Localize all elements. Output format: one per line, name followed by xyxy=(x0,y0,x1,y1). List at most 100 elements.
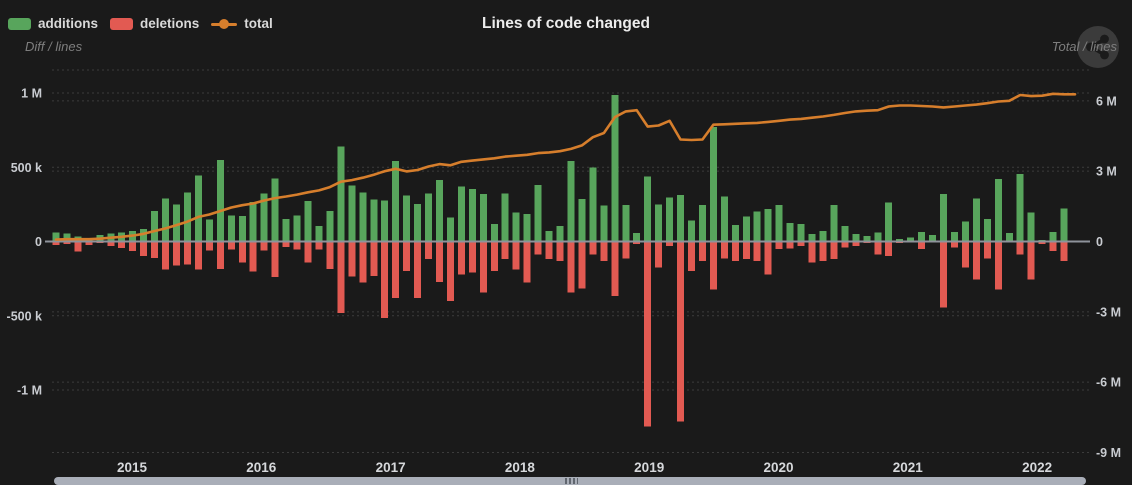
deletions-bar[interactable] xyxy=(216,241,224,269)
deletions-bar[interactable] xyxy=(972,241,980,280)
additions-bar[interactable] xyxy=(600,205,608,242)
deletions-bar[interactable] xyxy=(337,241,345,314)
additions-bar[interactable] xyxy=(151,211,159,242)
deletions-bar[interactable] xyxy=(348,241,356,277)
additions-bar[interactable] xyxy=(589,167,597,242)
deletions-bar[interactable] xyxy=(841,241,849,248)
additions-bar[interactable] xyxy=(709,127,717,242)
additions-bar[interactable] xyxy=(940,193,948,242)
additions-bar[interactable] xyxy=(567,161,575,242)
deletions-bar[interactable] xyxy=(666,241,674,246)
deletions-bar[interactable] xyxy=(1060,241,1068,261)
additions-bar[interactable] xyxy=(950,231,958,242)
deletions-bar[interactable] xyxy=(1016,241,1024,255)
additions-bar[interactable] xyxy=(655,204,663,242)
deletions-bar[interactable] xyxy=(293,241,301,250)
additions-bar[interactable] xyxy=(501,193,509,242)
additions-bar[interactable] xyxy=(414,204,422,242)
deletions-bar[interactable] xyxy=(600,241,608,261)
deletions-bar[interactable] xyxy=(994,241,1002,290)
additions-bar[interactable] xyxy=(1005,233,1013,242)
deletions-bar[interactable] xyxy=(74,241,82,252)
additions-bar[interactable] xyxy=(698,204,706,242)
additions-bar[interactable] xyxy=(808,234,816,242)
deletions-bar[interactable] xyxy=(359,241,367,283)
legend-item-deletions[interactable]: deletions xyxy=(110,17,199,31)
additions-bar[interactable] xyxy=(293,215,301,242)
additions-bar[interactable] xyxy=(435,179,443,242)
deletions-bar[interactable] xyxy=(611,241,619,296)
deletions-bar[interactable] xyxy=(961,241,969,268)
additions-bar[interactable] xyxy=(918,231,926,242)
additions-bar[interactable] xyxy=(983,219,991,242)
additions-bar[interactable] xyxy=(720,196,728,242)
deletions-bar[interactable] xyxy=(786,241,794,249)
additions-bar[interactable] xyxy=(907,237,915,242)
total-line[interactable] xyxy=(54,92,1077,241)
deletions-bar[interactable] xyxy=(107,241,115,246)
additions-bar[interactable] xyxy=(512,212,520,242)
additions-bar[interactable] xyxy=(994,178,1002,242)
additions-bar[interactable] xyxy=(282,218,290,242)
additions-bar[interactable] xyxy=(633,233,641,242)
deletions-bar[interactable] xyxy=(63,241,71,245)
deletions-bar[interactable] xyxy=(403,241,411,271)
deletions-bar[interactable] xyxy=(1049,241,1057,251)
additions-bar[interactable] xyxy=(830,204,838,242)
deletions-bar[interactable] xyxy=(52,241,60,246)
additions-bar[interactable] xyxy=(227,215,235,242)
additions-bar[interactable] xyxy=(194,175,202,242)
additions-bar[interactable] xyxy=(1016,173,1024,242)
deletions-bar[interactable] xyxy=(183,241,191,265)
scrollbar-track[interactable] xyxy=(0,477,1132,485)
deletions-bar[interactable] xyxy=(677,241,685,422)
deletions-bar[interactable] xyxy=(688,241,696,271)
additions-bar[interactable] xyxy=(961,221,969,242)
additions-bar[interactable] xyxy=(205,219,213,242)
additions-bar[interactable] xyxy=(304,200,312,242)
additions-bar[interactable] xyxy=(370,199,378,242)
additions-bar[interactable] xyxy=(972,198,980,242)
deletions-bar[interactable] xyxy=(194,241,202,270)
additions-bar[interactable] xyxy=(392,161,400,242)
deletions-bar[interactable] xyxy=(381,241,389,318)
deletions-bar[interactable] xyxy=(918,241,926,250)
additions-bar[interactable] xyxy=(326,211,334,242)
deletions-bar[interactable] xyxy=(490,241,498,271)
deletions-bar[interactable] xyxy=(479,241,487,293)
deletions-bar[interactable] xyxy=(468,241,476,273)
additions-bar[interactable] xyxy=(468,188,476,242)
deletions-bar[interactable] xyxy=(512,241,520,270)
deletions-bar[interactable] xyxy=(85,241,93,246)
additions-bar[interactable] xyxy=(173,204,181,242)
additions-bar[interactable] xyxy=(238,216,246,242)
deletions-bar[interactable] xyxy=(162,241,170,270)
additions-bar[interactable] xyxy=(644,176,652,242)
additions-bar[interactable] xyxy=(337,146,345,242)
deletions-bar[interactable] xyxy=(271,241,279,277)
additions-bar[interactable] xyxy=(490,224,498,242)
deletions-bar[interactable] xyxy=(282,241,290,247)
additions-bar[interactable] xyxy=(764,208,772,242)
additions-bar[interactable] xyxy=(852,234,860,242)
additions-bar[interactable] xyxy=(797,224,805,242)
additions-bar[interactable] xyxy=(457,186,465,242)
additions-bar[interactable] xyxy=(271,178,279,242)
deletions-bar[interactable] xyxy=(304,241,312,263)
deletions-bar[interactable] xyxy=(118,241,126,249)
deletions-bar[interactable] xyxy=(764,241,772,275)
additions-bar[interactable] xyxy=(348,185,356,242)
deletions-bar[interactable] xyxy=(885,241,893,256)
deletions-bar[interactable] xyxy=(249,241,257,272)
deletions-bar[interactable] xyxy=(775,241,783,250)
deletions-bar[interactable] xyxy=(238,241,246,263)
additions-bar[interactable] xyxy=(63,233,71,242)
deletions-bar[interactable] xyxy=(414,241,422,298)
legend-item-additions[interactable]: additions xyxy=(8,17,98,31)
deletions-bar[interactable] xyxy=(173,241,181,266)
additions-bar[interactable] xyxy=(688,220,696,242)
additions-bar[interactable] xyxy=(929,235,937,242)
additions-bar[interactable] xyxy=(731,225,739,242)
additions-bar[interactable] xyxy=(425,193,433,242)
